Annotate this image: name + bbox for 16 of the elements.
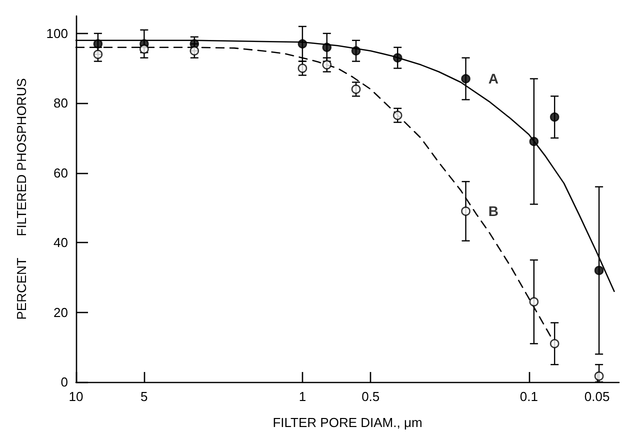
x-tick-label: 0.1 [520,389,538,404]
x-tick-label: 5 [140,389,148,404]
y-axis-title: PERCENT FILTERED PHOSPHORUS [14,78,29,320]
y-tick-label: 80 [54,96,68,111]
x-tick-label: 1 [298,389,306,404]
y-tick-label: 40 [54,235,68,250]
series-label: B [488,203,499,220]
x-tick-label: 0.5 [362,389,380,404]
x-tick-label: 0.05 [584,389,610,404]
y-tick-label: 0 [60,374,68,390]
x-axis-title: FILTER PORE DIAM., μm [272,415,422,430]
y-tick-label: 100 [46,26,68,41]
y-tick-label: 60 [54,165,68,180]
x-tick-label: 10 [68,389,84,404]
y-tick-label: 20 [54,304,68,320]
series-label: A [488,70,499,87]
